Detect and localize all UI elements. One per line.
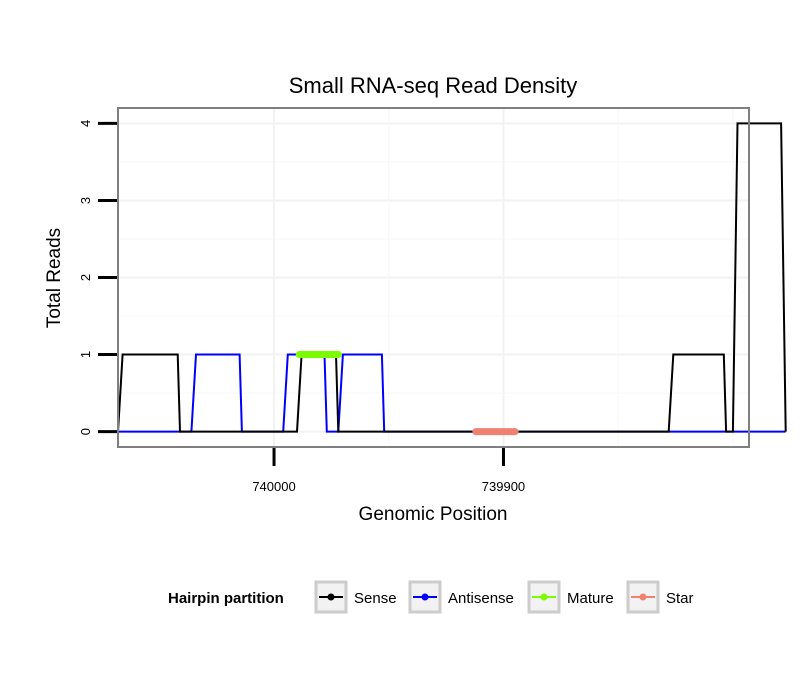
legend-marker-star	[639, 593, 647, 601]
x-tick-label: 739900	[482, 479, 525, 494]
y-tick-label: 4	[78, 120, 93, 127]
grid-lines	[118, 108, 749, 447]
legend-label-mature: Mature	[567, 590, 614, 607]
x-tick-label: 740000	[252, 479, 295, 494]
chart-title: Small RNA-seq Read Density	[289, 73, 578, 98]
x-axis: 740000 739900	[252, 448, 525, 494]
y-tick-label: 2	[78, 274, 93, 281]
y-tick-label: 1	[78, 351, 93, 358]
y-tick-label: 3	[78, 197, 93, 204]
legend-label-star: Star	[666, 590, 694, 607]
series-sense-line	[106, 122, 787, 433]
y-tick-label: 0	[78, 428, 93, 435]
y-axis-label: Total Reads	[44, 228, 65, 328]
legend-label-sense: Sense	[354, 590, 397, 607]
legend: Hairpin partition Sense Antisense Mature St…	[168, 580, 694, 614]
series-layer	[106, 122, 787, 436]
plot-border	[117, 107, 750, 448]
legend-marker-sense	[327, 593, 335, 601]
legend-label-antisense: Antisense	[448, 590, 514, 607]
legend-marker-mature	[540, 593, 548, 601]
legend-title: Hairpin partition	[168, 590, 284, 607]
legend-marker-antisense	[421, 593, 429, 601]
y-axis: 0 1 2 3 4	[78, 120, 117, 435]
x-axis-label: Genomic Position	[359, 504, 508, 525]
